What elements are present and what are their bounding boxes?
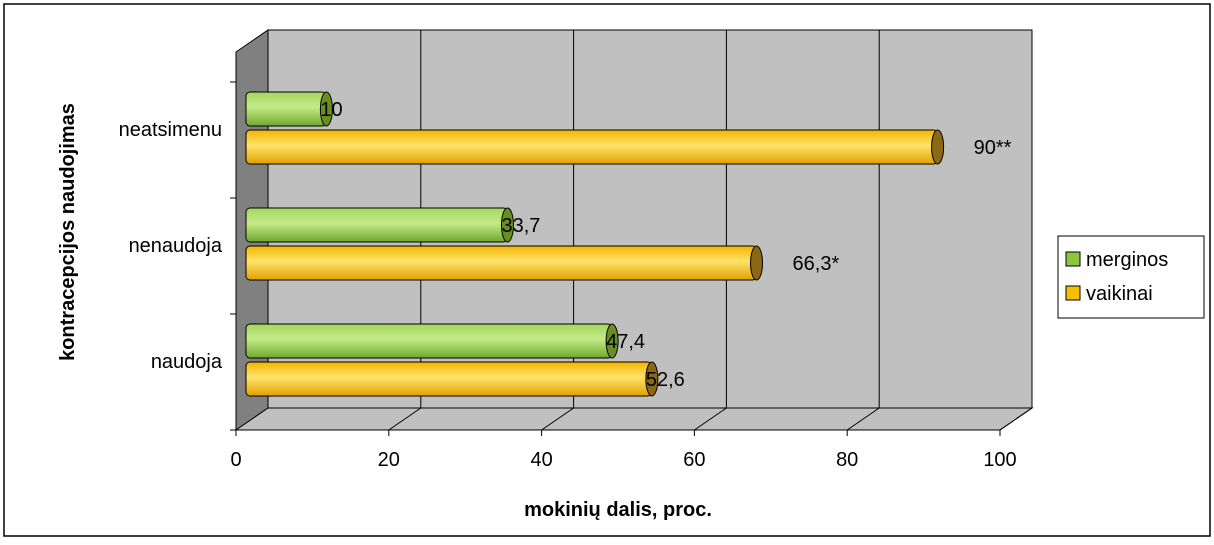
y-axis-title: kontracepcijos naudojimas	[57, 103, 79, 361]
bar-vaikinai-nenaudoja	[245, 245, 764, 281]
bar-vaikinai-neatsimenu	[245, 129, 945, 165]
data-label: 90**	[974, 137, 1012, 159]
bar-end-cap	[931, 129, 945, 165]
bar-merginos-neatsimenu	[245, 91, 333, 127]
bar-body	[245, 129, 939, 165]
floor	[234, 407, 1034, 431]
bar-body	[245, 91, 327, 127]
y-tick-label: nenaudoja	[129, 235, 223, 257]
bar-end-cap	[645, 361, 659, 397]
x-tick-label: 20	[378, 449, 400, 471]
bar-end-cap	[605, 323, 619, 359]
x-tick-label: 40	[530, 449, 552, 471]
legend-swatch-vaikinai	[1065, 285, 1081, 301]
data-label: 47,4	[606, 331, 645, 353]
floor-gridline	[694, 407, 727, 431]
floor-gridline	[999, 407, 1033, 431]
legend-swatch-merginos	[1065, 251, 1081, 267]
bar-body	[245, 245, 758, 281]
labels-group: naudoja 47,452,6 nenaudoja 33,7 66,3* neatsim…	[57, 99, 1012, 521]
legend-box	[1057, 235, 1205, 319]
bar-body	[245, 207, 508, 243]
x-tick-label: 0	[230, 449, 241, 471]
bar-end-cap	[500, 207, 514, 243]
bar-body	[245, 323, 613, 359]
data-label: 66,3*	[793, 253, 840, 275]
floor-gridline	[388, 407, 422, 431]
bar-end-cap	[319, 91, 333, 127]
legend-label-vaikinai: vaikinai	[1086, 283, 1153, 305]
x-tick-label: 100	[983, 449, 1016, 471]
bar-vaikinai-naudoja	[245, 361, 659, 397]
x-tick-label: 60	[683, 449, 705, 471]
data-label: 52,6	[646, 369, 685, 391]
floor-gridline	[846, 407, 880, 431]
legend-label-merginos: merginos	[1086, 249, 1168, 271]
bar-body	[245, 361, 653, 397]
bar-end-cap	[750, 245, 764, 281]
y-tick-label: naudoja	[151, 351, 223, 373]
data-label: 10	[320, 99, 342, 121]
bar-merginos-naudoja	[245, 323, 619, 359]
y-tick-label: neatsimenu	[119, 119, 222, 141]
x-axis-title: mokinių dalis, proc.	[524, 499, 712, 521]
x-tick-label: 80	[836, 449, 858, 471]
bars-group	[245, 91, 945, 397]
floor-gridline	[541, 407, 574, 431]
bar-merginos-nenaudoja	[245, 207, 514, 243]
data-label: 33,7	[501, 215, 540, 237]
legend[interactable]: merginos vaikinai	[1057, 235, 1205, 319]
